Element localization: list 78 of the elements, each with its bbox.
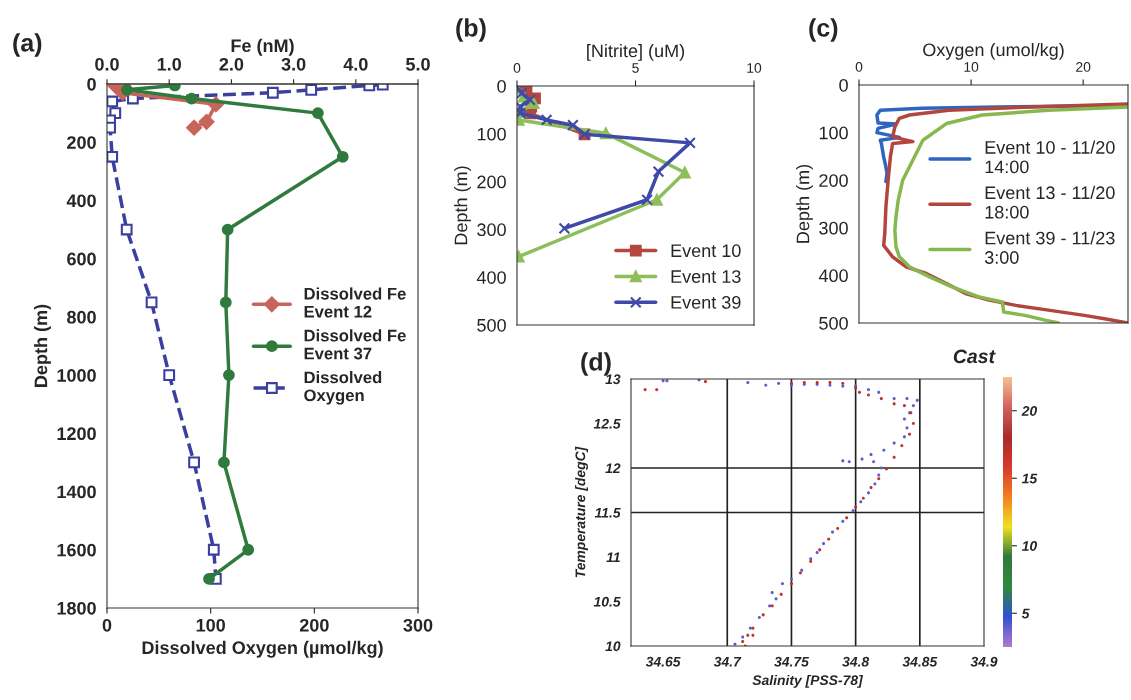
y-tick-label: 100	[477, 127, 506, 141]
x-axis-title: Salinity [PSS-78]	[752, 674, 864, 688]
x2-tick-label: 1.0	[157, 57, 182, 71]
y-tick-label: 500	[477, 318, 506, 332]
color-bar-title: Cast	[953, 349, 996, 364]
y-tick-label: 1400	[57, 485, 96, 499]
y-axis-title: Temperature [degC]	[575, 446, 588, 578]
y-axis-title: Depth (m)	[796, 164, 813, 243]
y-tick-label: 12	[605, 463, 621, 474]
x2-tick-label: 5.0	[406, 57, 430, 71]
y-tick-label: 12.5	[593, 418, 621, 429]
legend-label: Dissolved Oxygen	[304, 371, 382, 405]
legend-label: Event 10	[671, 244, 741, 258]
color-bar-label: 5	[1021, 608, 1030, 619]
legend-label: Event 39 - 11/23 3:00	[984, 231, 1115, 264]
x-tick-label: 5	[632, 63, 639, 73]
y-tick-label: 1800	[57, 601, 96, 615]
x-tick-label: 10	[747, 63, 762, 73]
legend-label: Event 13 - 11/20 18:00	[985, 185, 1115, 219]
y-tick-label: 10	[605, 641, 621, 652]
y-tick-label: 0	[87, 77, 96, 91]
y-tick-label: 400	[476, 271, 506, 284]
y-tick-label: 300	[477, 223, 506, 237]
x-tick-label: 0	[102, 618, 112, 632]
y-tick-label: 300	[819, 221, 848, 235]
x-axis-title: Oxygen (umol/kg)	[923, 43, 1064, 60]
x-tick-label: 0	[513, 63, 521, 73]
legend-label: Event 13	[671, 270, 741, 283]
y-tick-label: 400	[818, 269, 848, 283]
color-bar-label: 15	[1021, 473, 1038, 484]
y-tick-label: 100	[819, 126, 848, 140]
y-tick-label: 800	[67, 310, 96, 324]
y-tick-label: 400	[66, 194, 96, 208]
y-tick-label: 200	[477, 175, 506, 189]
y-tick-label: 600	[67, 252, 96, 266]
x-tick-label: 34.9	[970, 656, 998, 667]
x-tick-label: 34.75	[774, 656, 809, 667]
x-tick-label: 34.65	[645, 656, 681, 667]
x-tick-label: 10	[964, 62, 979, 72]
y-tick-label: 0	[839, 78, 848, 92]
y-tick-label: 1600	[57, 543, 96, 557]
x-tick-label: 34.85	[902, 656, 938, 667]
chart-title: (a)	[13, 33, 42, 57]
legend-label: Event 10 - 11/20 14:00	[985, 140, 1115, 174]
x2-tick-label: 0.0	[95, 57, 119, 71]
y-tick-label: 0	[497, 79, 506, 93]
x2-axis-title: Fe (nM)	[231, 38, 294, 56]
x2-tick-label: 2.0	[219, 57, 244, 71]
x-tick-label: 34.7	[713, 656, 742, 667]
x-tick-label: 300	[403, 618, 433, 632]
x-tick-label: 34.8	[842, 656, 870, 667]
chart-title: (c)	[809, 18, 838, 42]
x-axis-title: Dissolved Oxygen (µmol/kg)	[142, 640, 383, 658]
y-axis-title: Depth (m)	[454, 166, 471, 245]
legend-label: Dissolved Fe Event 37	[304, 329, 406, 360]
color-bar-label: 10	[1021, 541, 1038, 551]
x-tick-label: 200	[299, 618, 329, 632]
chart-title: (d)	[581, 352, 611, 376]
y-tick-label: 11	[606, 552, 620, 563]
y-axis-title: Depth (m)	[34, 304, 51, 387]
y-tick-label: 200	[819, 174, 848, 187]
x-tick-label: 20	[1076, 62, 1091, 72]
chart-title: (b)	[456, 18, 486, 42]
x-axis-title: [Nitrite] (uM)	[587, 44, 685, 61]
y-tick-label: 13	[605, 374, 621, 385]
x2-tick-label: 3.0	[281, 57, 306, 71]
y-tick-label: 11.5	[594, 507, 621, 518]
x-tick-label: 100	[196, 618, 225, 632]
y-tick-label: 500	[819, 316, 848, 330]
x-tick-label: 0	[855, 62, 863, 72]
legend-label: Dissolved Fe Event 12	[304, 287, 406, 318]
y-tick-label: 1200	[57, 427, 96, 441]
y-tick-label: 10.5	[593, 596, 621, 607]
legend-label: Event 39	[671, 296, 741, 309]
x2-tick-label: 4.0	[343, 57, 368, 71]
y-tick-label: 1000	[57, 369, 96, 382]
color-bar-label: 20	[1021, 406, 1038, 416]
y-tick-label: 200	[67, 136, 96, 149]
